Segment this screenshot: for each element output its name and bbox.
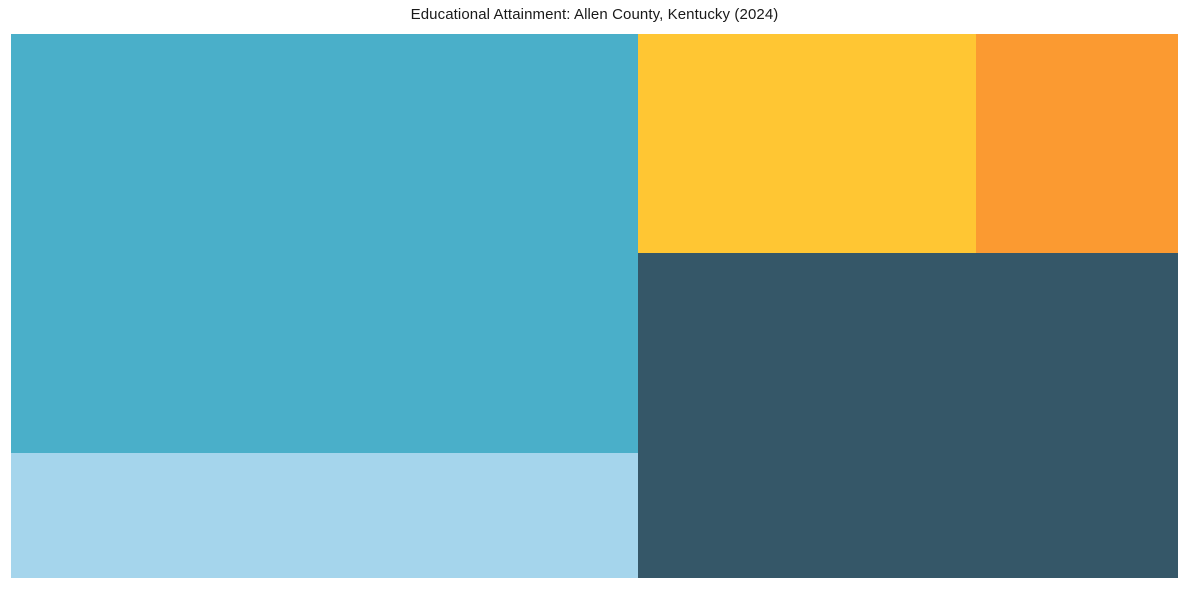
treemap-tile-high-school-graduate[interactable]: High school graduate (includes equivalen… <box>11 34 638 453</box>
treemap-plot-area: High school graduate (includes equivalen… <box>11 34 1178 578</box>
treemap-tile-some-college-no-degree[interactable]: Some college, no degree <box>638 253 1178 578</box>
treemap-tile-graduate-professional-degree[interactable]: Graduate or professional degree <box>976 34 1178 253</box>
treemap-tile-bachelors-degree[interactable]: Bachelor's degree <box>11 453 638 578</box>
treemap-tile-less-than-high-school[interactable]: Less than high school diploma <box>638 34 976 253</box>
chart-title: Educational Attainment: Allen County, Ke… <box>410 6 779 23</box>
